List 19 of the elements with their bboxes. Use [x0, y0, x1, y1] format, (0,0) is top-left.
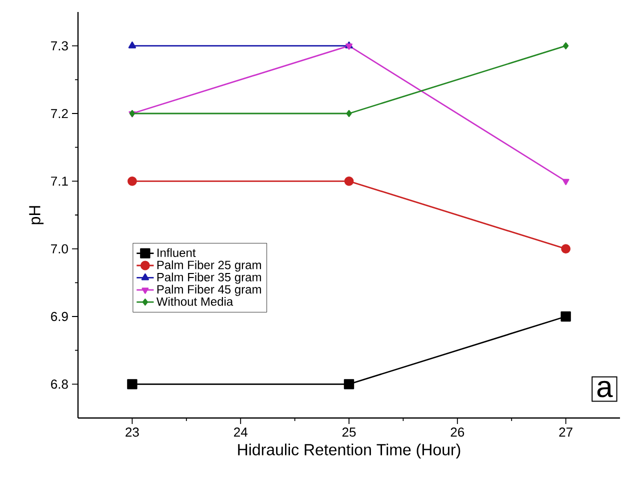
y-tick-label: 7.0: [51, 244, 68, 254]
y-tick-label: 6.8: [51, 380, 68, 389]
annotation: a: [597, 380, 613, 398]
y-tick-label: 7.3: [51, 41, 68, 50]
x-tick-label: 25: [342, 428, 356, 437]
x-tick-label: 23: [126, 428, 139, 437]
y-tick-label: 7.1: [51, 176, 68, 186]
legend-label: Palm Fiber 45 gram: [157, 284, 261, 296]
legend-label: Palm Fiber 35 gram: [157, 272, 261, 284]
x-tick-label: 27: [559, 428, 572, 437]
y-tick-label: 7.2: [51, 108, 68, 118]
legend-label: Palm Fiber 25 gram: [157, 260, 261, 272]
x-tick-label: 24: [234, 428, 248, 437]
x-tick-label: 26: [450, 428, 464, 437]
y-axis-title: pH: [29, 206, 44, 224]
legend-label: Without Media: [156, 297, 234, 306]
x-axis-title: Hidraulic Retention Time (Hour): [238, 444, 460, 459]
y-tick-label: 6.9: [51, 312, 68, 322]
legend-label: Influent: [158, 248, 196, 258]
